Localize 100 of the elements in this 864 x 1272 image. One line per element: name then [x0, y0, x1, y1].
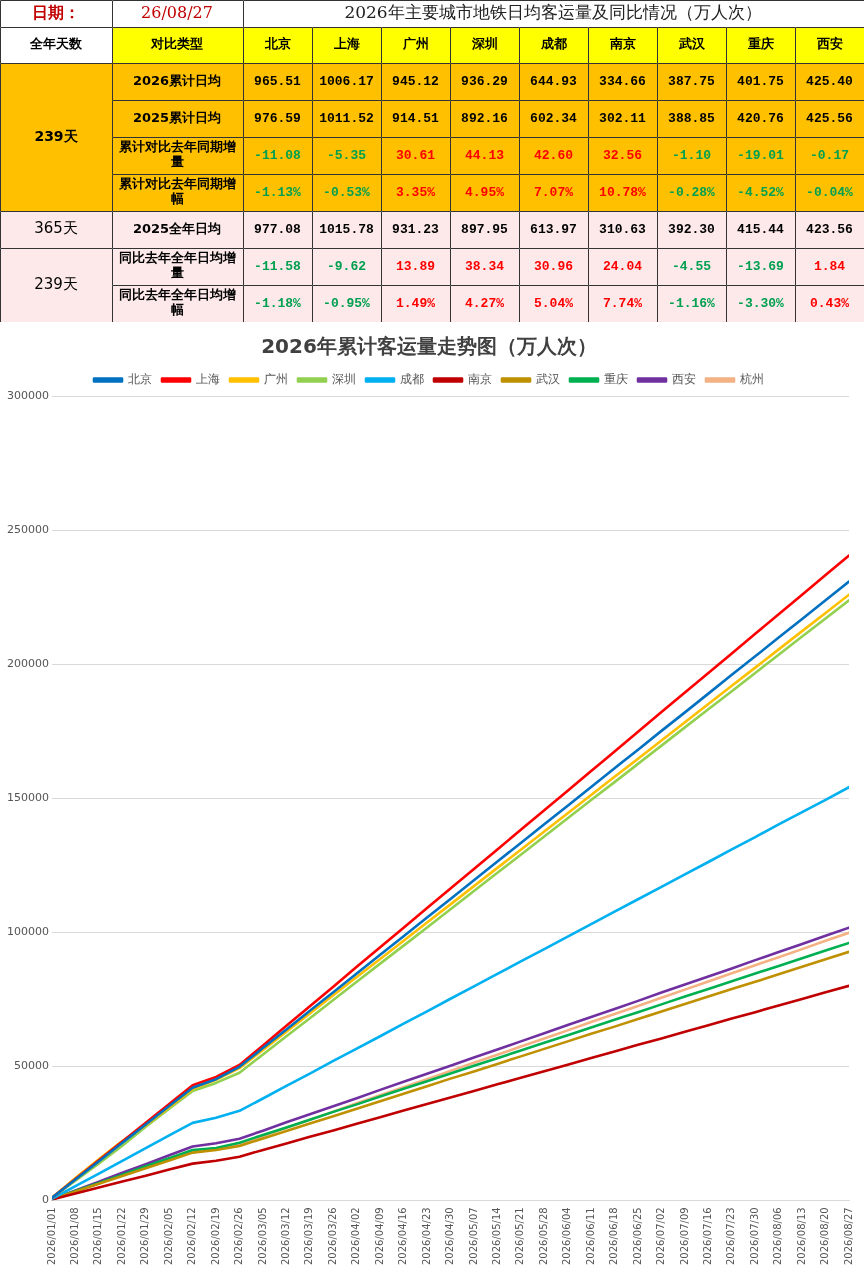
data-label: 392.30	[668, 221, 716, 237]
x-tick-label: 2026/04/02	[350, 1207, 362, 1265]
data-label: 4.95%	[464, 184, 505, 200]
x-tick-label: 2026/08/20	[819, 1207, 831, 1265]
x-tick-label: 2026/07/30	[748, 1207, 760, 1265]
data-label: 32.56	[602, 147, 643, 163]
x-tick-label: 2026/06/04	[561, 1207, 573, 1265]
data-label: 423.56	[806, 221, 854, 237]
x-tick-label: 2026/06/25	[631, 1207, 643, 1265]
data-label: 945.12	[392, 73, 440, 89]
x-tick-label: 广州	[401, 36, 429, 52]
y-tick-label: 100000	[6, 925, 49, 939]
data-label: 977.08	[254, 221, 302, 237]
data-label: 931.23	[392, 221, 440, 237]
data-label: -1.16%	[668, 295, 716, 311]
data-label: 5.04%	[533, 295, 574, 311]
data-label: 897.95	[461, 221, 509, 237]
x-tick-label: 南京	[608, 36, 636, 52]
data-label: 613.97	[530, 221, 577, 237]
data-label: -11.08	[254, 147, 302, 163]
data-label: 0.43%	[809, 295, 850, 311]
x-tick-label: 2026/08/27	[842, 1207, 854, 1265]
x-tick-label: 2026/01/29	[139, 1207, 151, 1265]
data-label: -5.35	[326, 147, 367, 163]
y-tick-label: 累计对比去年同期增幅	[117, 176, 236, 207]
x-tick-label: 2026/08/13	[795, 1207, 807, 1265]
data-label: 3.35%	[395, 184, 436, 200]
data-label: 30.96	[533, 258, 574, 274]
y-tick-label: 2026累计日均	[132, 72, 222, 88]
data-label: 7.07%	[533, 184, 574, 200]
data-label: 334.66	[599, 73, 647, 89]
x-tick-label: 2026/02/19	[209, 1207, 221, 1265]
x-tick-label: 2026/04/16	[397, 1207, 409, 1265]
data-label: 1.49%	[395, 295, 436, 311]
y-tick-label: 200000	[6, 656, 49, 670]
x-tick-label: 北京	[263, 36, 291, 52]
data-label: 24.04	[602, 258, 643, 274]
x-tick-label: 2026/04/09	[373, 1207, 385, 1265]
data-label: 644.93	[530, 73, 578, 89]
data-label: 401.75	[737, 73, 785, 89]
x-tick-label: 成都	[539, 36, 567, 52]
y-tick-label: 250000	[6, 522, 49, 536]
x-tick-label: 2026/05/14	[490, 1207, 502, 1265]
x-tick-label: 2026/02/12	[186, 1207, 198, 1265]
x-tick-label: 2026/06/11	[584, 1207, 596, 1265]
y-tick-label: 同比去年全年日均增幅	[118, 287, 236, 318]
data-label: 892.16	[461, 110, 509, 126]
x-tick-label: 武汉	[677, 36, 706, 52]
data-label: -4.55	[671, 258, 712, 274]
x-tick-label: 2026/07/16	[701, 1207, 713, 1265]
y-tick-label: 0	[41, 1193, 49, 1207]
text: 239天	[34, 274, 78, 293]
data-label: 602.34	[530, 110, 578, 126]
x-tick-label: 2026/07/09	[678, 1207, 690, 1265]
data-label: -9.62	[326, 258, 367, 274]
x-tick-label: 上海	[332, 36, 360, 52]
data-label: 1006.17	[319, 73, 374, 89]
data-label: 310.63	[599, 221, 647, 237]
data-label: 10.78%	[599, 184, 647, 200]
x-tick-label: 2026/04/23	[420, 1207, 432, 1265]
x-tick-label: 2026/07/02	[655, 1207, 667, 1265]
x-tick-label: 2026/02/26	[233, 1207, 245, 1265]
x-tick-label: 2026/01/22	[115, 1207, 127, 1265]
chart-title: 2026年累计客运量走势图（万人次）	[261, 334, 597, 359]
text: 日期：	[32, 3, 80, 23]
data-label: -1.10	[671, 147, 712, 163]
y-tick-label: 2025累计日均	[132, 109, 222, 125]
x-tick-label: 西安	[815, 36, 843, 52]
legend-label: 深圳	[332, 372, 356, 387]
x-tick-label: 2026/03/26	[326, 1207, 338, 1265]
y-tick-label: 150000	[6, 791, 49, 805]
data-label: 976.59	[254, 110, 302, 126]
data-label: -4.52%	[737, 184, 785, 200]
text: 239天	[34, 127, 79, 144]
data-label: 425.40	[806, 73, 854, 89]
legend-label: 西安	[672, 372, 696, 387]
data-label: -0.17	[809, 147, 850, 163]
data-label: 1015.78	[319, 221, 374, 237]
text: 26/08/27	[141, 3, 213, 23]
legend-label: 武汉	[536, 372, 560, 387]
data-label: 936.29	[461, 73, 509, 89]
y-tick-label: 累计对比去年同期增量	[117, 139, 236, 170]
data-label: 302.11	[599, 110, 647, 126]
data-label: -1.13%	[254, 184, 302, 200]
y-tick-label: 300000	[6, 388, 49, 402]
legend-label: 北京	[128, 372, 152, 387]
legend-label: 上海	[196, 372, 220, 387]
x-tick-label: 2026/01/08	[69, 1207, 81, 1265]
data-label: 388.85	[668, 110, 716, 126]
legend-label: 重庆	[604, 372, 628, 387]
x-tick-label: 2026/05/07	[467, 1207, 479, 1265]
x-tick-label: 2026/03/05	[256, 1207, 268, 1265]
x-tick-label: 2026/03/19	[303, 1207, 315, 1265]
data-label: -1.18%	[254, 295, 302, 311]
legend-label: 南京	[468, 372, 492, 387]
x-tick-label: 2026/07/23	[725, 1207, 737, 1265]
y-tick-label: 同比去年全年日均增量	[118, 250, 236, 281]
text: 全年天数	[29, 36, 83, 52]
data-label: -0.53%	[323, 184, 371, 200]
text: 365天	[34, 219, 78, 238]
